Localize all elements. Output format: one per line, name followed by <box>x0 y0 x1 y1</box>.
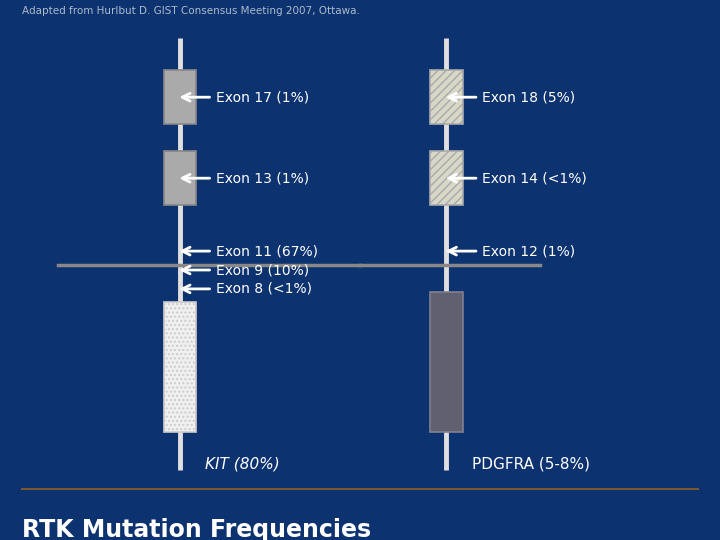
Text: Exon 8 (<1%): Exon 8 (<1%) <box>216 282 312 296</box>
Bar <box>164 302 196 432</box>
Text: Exon 14 (<1%): Exon 14 (<1%) <box>482 171 587 185</box>
Text: Exon 12 (1%): Exon 12 (1%) <box>482 244 575 258</box>
Text: Exon 17 (1%): Exon 17 (1%) <box>216 90 309 104</box>
Text: RTK Mutation Frequencies: RTK Mutation Frequencies <box>22 518 371 540</box>
Bar <box>431 292 463 432</box>
Text: Exon 18 (5%): Exon 18 (5%) <box>482 90 575 104</box>
Bar <box>164 70 196 124</box>
Bar <box>431 70 463 124</box>
Text: KIT (80%): KIT (80%) <box>205 456 280 471</box>
Text: Exon 13 (1%): Exon 13 (1%) <box>216 171 309 185</box>
Bar <box>164 151 196 205</box>
Text: PDGFRA (5-8%): PDGFRA (5-8%) <box>472 456 590 471</box>
Text: Exon 11 (67%): Exon 11 (67%) <box>216 244 318 258</box>
Text: Adapted from Hurlbut D. GIST Consensus Meeting 2007, Ottawa.: Adapted from Hurlbut D. GIST Consensus M… <box>22 6 359 16</box>
Text: Exon 9 (10%): Exon 9 (10%) <box>216 263 309 277</box>
Bar <box>431 151 463 205</box>
